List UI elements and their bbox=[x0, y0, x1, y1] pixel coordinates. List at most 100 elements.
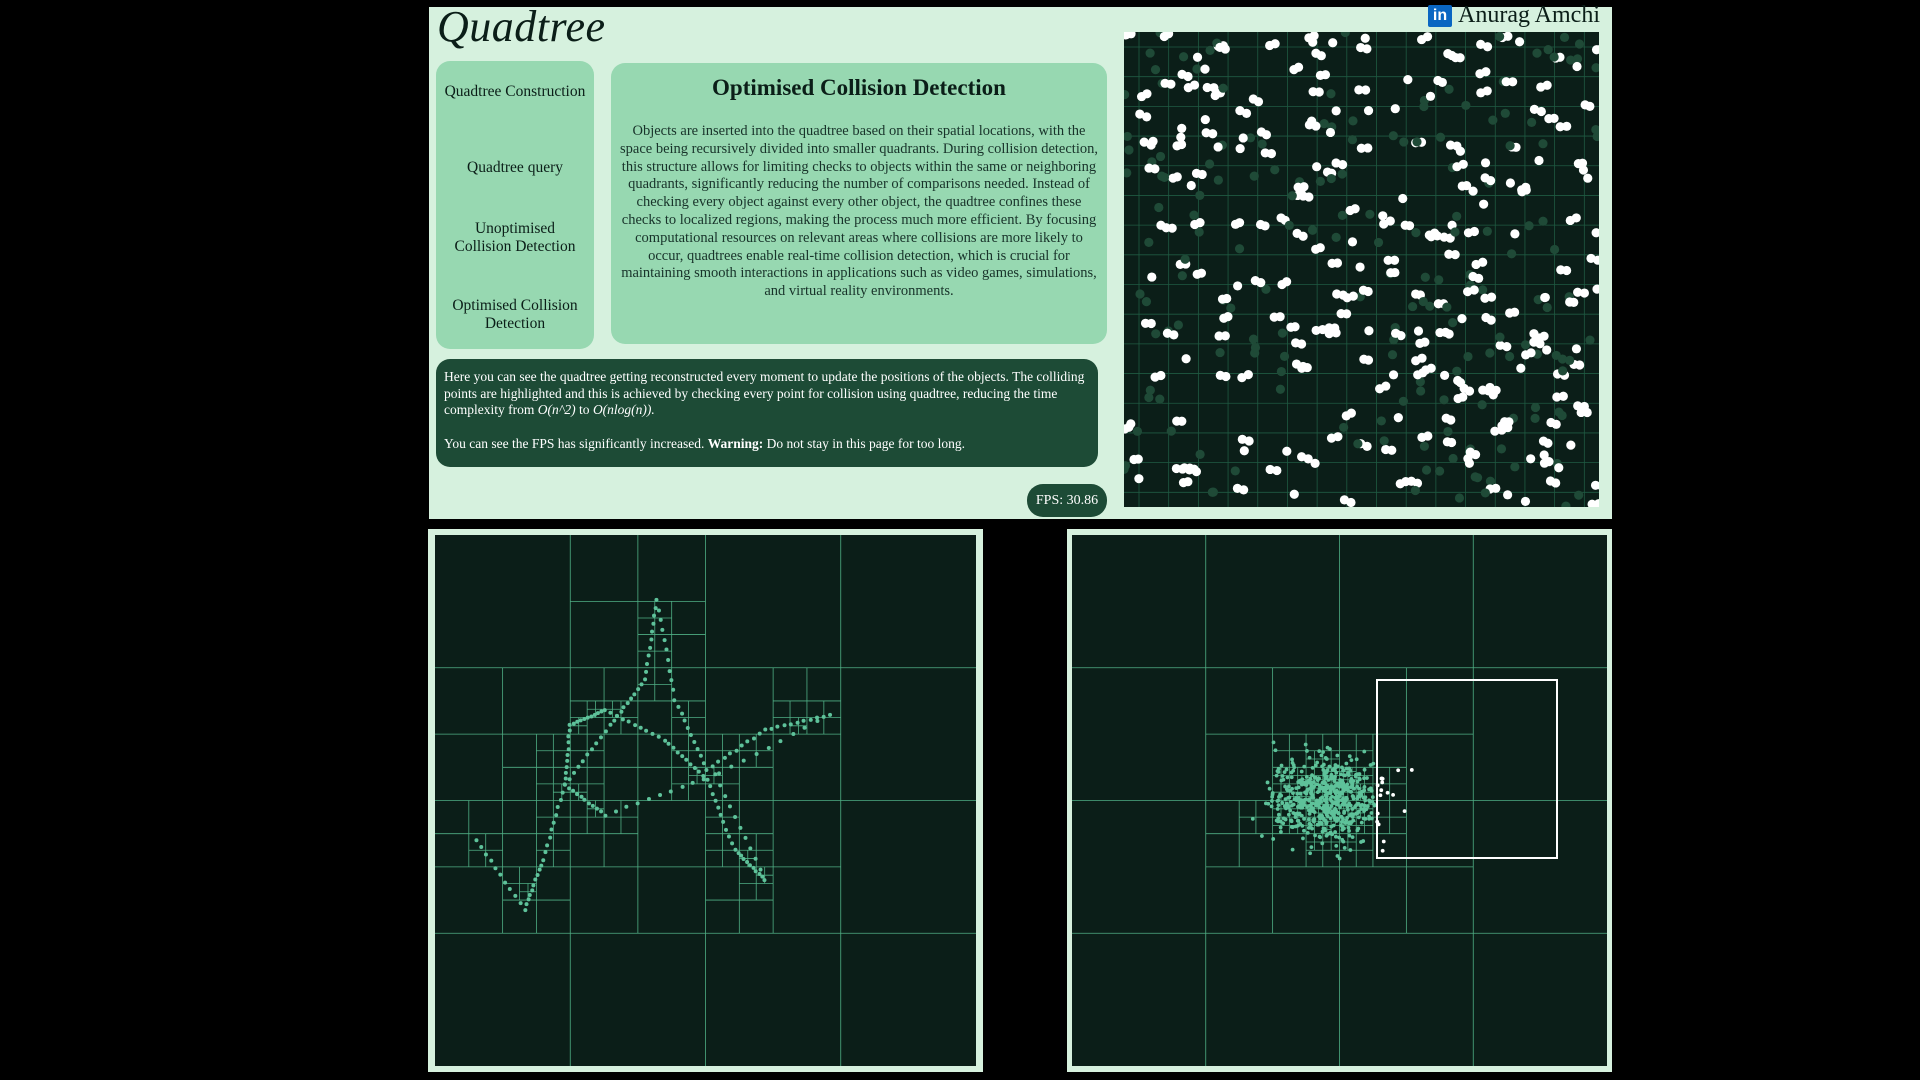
data-point bbox=[1304, 791, 1309, 796]
data-point bbox=[1355, 784, 1360, 789]
particle bbox=[1416, 386, 1426, 396]
data-point bbox=[545, 843, 550, 848]
particle bbox=[1355, 262, 1365, 272]
particle bbox=[1571, 213, 1581, 223]
particle bbox=[1470, 472, 1480, 482]
particle bbox=[1360, 33, 1370, 43]
particle bbox=[1142, 112, 1152, 122]
particle bbox=[1150, 64, 1161, 75]
data-point bbox=[1336, 798, 1341, 803]
particle bbox=[1209, 83, 1219, 93]
data-point bbox=[747, 863, 752, 868]
particle bbox=[1497, 425, 1507, 435]
author-link[interactable]: in Anurag Amchi bbox=[1428, 2, 1600, 29]
particle bbox=[1464, 386, 1475, 396]
particle bbox=[1551, 350, 1561, 361]
data-point bbox=[621, 705, 626, 710]
data-point bbox=[802, 725, 807, 730]
data-point bbox=[801, 718, 806, 723]
particle bbox=[1223, 312, 1233, 322]
particle bbox=[1538, 139, 1548, 149]
nav-item-quadtree-construction[interactable]: Quadtree Construction bbox=[444, 83, 586, 100]
particle bbox=[1495, 332, 1505, 342]
data-point bbox=[513, 893, 518, 898]
data-point bbox=[1334, 843, 1339, 848]
nav-item-unoptimised-collision[interactable]: Unoptimised Collision Detection bbox=[454, 220, 576, 255]
particle bbox=[1591, 228, 1599, 238]
particle bbox=[1387, 445, 1397, 455]
data-point bbox=[1335, 753, 1340, 758]
particle bbox=[1155, 151, 1166, 162]
particle bbox=[1338, 290, 1348, 300]
particle bbox=[1298, 361, 1308, 372]
particle bbox=[1362, 44, 1372, 54]
top-panel: Quadtree in Anurag Amchi Quadtree Constr… bbox=[429, 2, 1612, 519]
particle bbox=[1133, 454, 1143, 464]
particle bbox=[1178, 52, 1189, 62]
particle bbox=[1124, 461, 1131, 471]
quadtree-query-canvas[interactable] bbox=[1072, 535, 1607, 1066]
particle bbox=[1390, 104, 1400, 114]
description-text: Objects are inserted into the quadtree b… bbox=[620, 123, 1098, 300]
particle bbox=[1387, 350, 1398, 360]
particle bbox=[1453, 375, 1463, 386]
data-point bbox=[690, 780, 695, 785]
particle bbox=[1388, 370, 1399, 380]
particle bbox=[1183, 477, 1193, 487]
data-point bbox=[1335, 794, 1339, 799]
data-point bbox=[708, 784, 713, 789]
data-point bbox=[723, 794, 728, 799]
particle bbox=[1282, 277, 1292, 287]
particle bbox=[1549, 52, 1559, 62]
particle bbox=[1505, 178, 1516, 188]
particle bbox=[1233, 281, 1243, 291]
data-point bbox=[625, 701, 630, 706]
particle bbox=[1363, 106, 1374, 116]
particle bbox=[1135, 109, 1145, 119]
data-point bbox=[1289, 803, 1294, 808]
particle bbox=[1310, 458, 1320, 468]
quadtree-construction-canvas[interactable] bbox=[435, 535, 976, 1066]
data-point bbox=[1281, 821, 1286, 826]
particle bbox=[1561, 501, 1571, 507]
particle bbox=[1195, 190, 1205, 200]
particle bbox=[1134, 474, 1144, 484]
data-point bbox=[1276, 812, 1281, 817]
particle bbox=[1145, 48, 1155, 58]
particle bbox=[1243, 370, 1253, 380]
particle bbox=[1208, 129, 1218, 139]
data-point bbox=[1345, 796, 1349, 801]
particle bbox=[1200, 64, 1210, 74]
data-point bbox=[1409, 768, 1414, 772]
nav-item-optimised-collision[interactable]: Optimised Collision Detection bbox=[452, 297, 578, 332]
particle bbox=[1164, 32, 1174, 39]
data-point bbox=[1347, 754, 1352, 759]
particle bbox=[1426, 363, 1436, 373]
particle bbox=[1480, 488, 1490, 498]
particle bbox=[1530, 402, 1541, 413]
particle bbox=[1309, 32, 1319, 41]
particle bbox=[1215, 347, 1225, 358]
data-point bbox=[739, 743, 744, 748]
particle bbox=[1151, 329, 1161, 339]
particle bbox=[1213, 142, 1223, 152]
particle bbox=[1559, 32, 1570, 42]
nav-menu: Quadtree Construction Quadtree query Uno… bbox=[436, 61, 594, 349]
particle bbox=[1245, 133, 1256, 143]
particle bbox=[1464, 458, 1474, 468]
data-point bbox=[548, 835, 553, 840]
data-point bbox=[567, 722, 572, 727]
collision-simulation-canvas[interactable] bbox=[1124, 32, 1599, 507]
nav-item-quadtree-query[interactable]: Quadtree query bbox=[467, 159, 563, 176]
data-point bbox=[727, 751, 732, 756]
data-point bbox=[531, 883, 536, 888]
particle bbox=[1565, 355, 1575, 365]
data-point bbox=[1307, 812, 1312, 816]
data-point bbox=[1367, 798, 1371, 803]
data-point bbox=[688, 762, 693, 767]
data-point bbox=[1273, 748, 1278, 753]
data-point bbox=[1302, 764, 1307, 769]
data-point bbox=[1402, 809, 1407, 814]
particle bbox=[1296, 339, 1307, 349]
particle bbox=[1144, 237, 1154, 247]
